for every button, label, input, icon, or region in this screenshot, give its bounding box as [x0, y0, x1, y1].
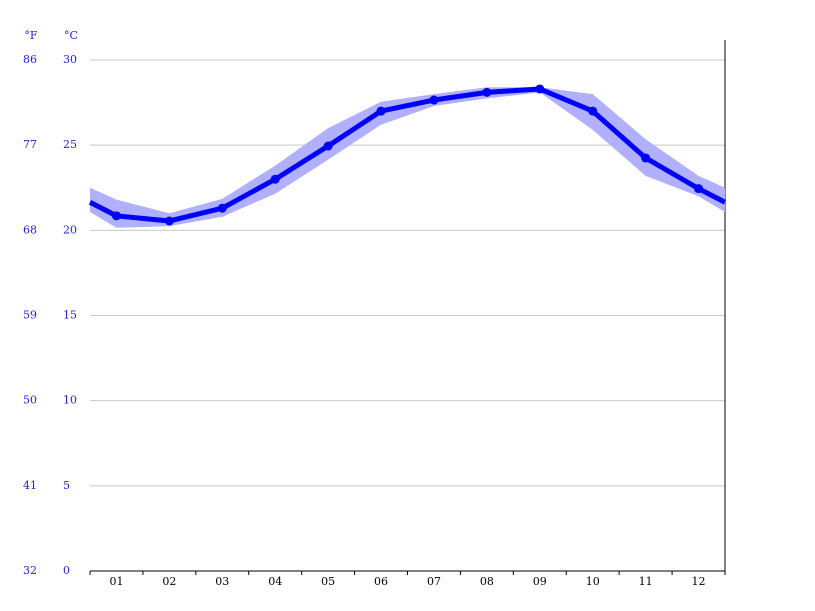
x-tick-label: 12: [692, 575, 706, 588]
x-tick-label: 10: [586, 575, 600, 588]
x-tick-label: 06: [374, 575, 388, 588]
x-tick-label: 08: [480, 575, 494, 588]
point: [641, 153, 651, 163]
point: [111, 211, 121, 221]
y-unit: °C: [64, 29, 78, 42]
y-tick-label: 5: [63, 479, 70, 492]
x-tick-label: 05: [321, 575, 335, 588]
x-tick-label: 07: [427, 575, 441, 588]
y2-tick-label: 41: [23, 479, 37, 492]
y-tick-label: 30: [63, 53, 77, 66]
y-tick-label: 20: [63, 223, 77, 236]
y2-tick-label: 77: [23, 138, 37, 151]
y2-tick-label: 86: [23, 53, 37, 66]
point: [164, 216, 174, 226]
y2-tick-label: 50: [23, 394, 37, 407]
x-tick-label: 09: [533, 575, 547, 588]
x-tick-label: 02: [162, 575, 176, 588]
y2-tick-label: 32: [23, 564, 37, 577]
y-tick-label: 25: [63, 138, 77, 151]
range-band: [116, 87, 699, 228]
y-tick-label: 10: [63, 394, 77, 407]
point: [270, 174, 280, 184]
x-tick-label: 11: [639, 575, 653, 588]
point: [376, 106, 386, 116]
x-tick-label: 01: [109, 575, 123, 588]
point: [217, 203, 227, 213]
line-edge: [697, 186, 727, 205]
x-tick-label: 03: [215, 575, 229, 588]
line: [116, 86, 700, 224]
point: [323, 141, 333, 151]
y-tick-label: 0: [63, 564, 70, 577]
point: [429, 95, 439, 105]
point: [588, 106, 598, 116]
y-tick-label: 15: [63, 309, 77, 322]
line-edge: [88, 200, 118, 219]
y2-tick-label: 59: [23, 309, 37, 322]
x-tick-label: 04: [268, 575, 282, 588]
point: [694, 184, 704, 194]
y2-unit: °F: [24, 29, 38, 42]
point: [535, 84, 545, 94]
y2-tick-label: 68: [23, 223, 37, 236]
point: [482, 87, 492, 97]
